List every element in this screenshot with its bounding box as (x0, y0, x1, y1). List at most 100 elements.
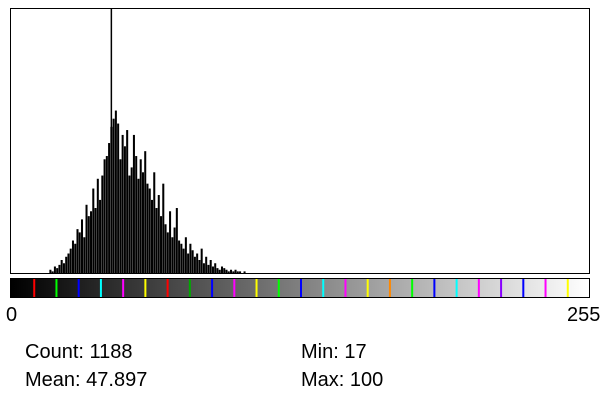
axis-max-label: 255 (567, 304, 601, 326)
histogram-bar (112, 118, 115, 273)
stat-mean: Mean: 47.897 (25, 369, 148, 391)
histogram-bar (162, 183, 165, 273)
histogram-bar (71, 240, 74, 273)
histogram-bar (128, 175, 131, 273)
lut-color-tick (33, 279, 36, 297)
histogram-bar (207, 264, 210, 273)
stat-min: Min: 17 (301, 341, 367, 363)
histogram-bar (87, 216, 90, 273)
histogram-bar (157, 195, 160, 273)
histogram-bar (141, 172, 144, 273)
histogram-bar (205, 256, 208, 273)
lut-color-tick (388, 279, 391, 297)
histogram-bar (209, 260, 212, 273)
lut-gradient-bar (10, 278, 590, 298)
histogram-bar (76, 229, 79, 273)
lut-color-tick (366, 279, 369, 297)
histogram-bar (74, 243, 77, 273)
histogram-bar (218, 269, 221, 273)
histogram-bar (196, 253, 199, 273)
histogram-bar (189, 243, 192, 273)
histogram-bar (220, 266, 224, 273)
histogram-bar (180, 243, 183, 273)
histogram-bar (230, 269, 233, 273)
lut-color-tick (344, 279, 347, 297)
lut-color-tick (55, 279, 58, 297)
histogram-bar (60, 260, 63, 273)
histogram-bar (103, 159, 106, 273)
lut-color-tick (300, 279, 302, 297)
histogram-bar (101, 175, 104, 273)
histogram-bar (49, 269, 52, 273)
histogram-bar (184, 237, 187, 273)
histogram-bar (200, 248, 203, 273)
histogram-bar (202, 263, 205, 273)
histogram-bar (108, 143, 111, 273)
lut-color-tick (77, 279, 80, 297)
histogram-bar (62, 263, 65, 273)
histogram-bar (83, 237, 86, 273)
lut-color-tick (477, 279, 480, 297)
histogram-bar (132, 134, 135, 273)
axis-min-label: 0 (6, 304, 18, 326)
lut-color-tick (544, 279, 547, 297)
lut-color-tick (99, 279, 102, 297)
histogram-bar (243, 271, 246, 273)
histogram-bar (144, 151, 147, 273)
histogram-bar (121, 134, 124, 273)
histogram-bar (236, 271, 239, 273)
histogram-bar (126, 130, 129, 273)
lut-color-tick (433, 279, 436, 297)
histogram-bar (99, 199, 102, 273)
lut-color-tick (211, 279, 214, 297)
lut-color-tick (455, 279, 458, 297)
lut-color-tick (144, 279, 147, 297)
histogram-bar (160, 216, 163, 273)
histogram-bar (193, 256, 196, 273)
lut-gradient (11, 279, 589, 297)
histogram-bar (216, 268, 219, 273)
lut-color-tick (188, 279, 191, 297)
histogram-bar (214, 263, 217, 273)
histogram-bar (78, 232, 81, 273)
histogram-bar (92, 188, 95, 273)
stat-max: Max: 100 (301, 369, 384, 391)
lut-color-tick (166, 279, 169, 297)
histogram-bar (223, 268, 226, 273)
histogram-bar (148, 188, 151, 273)
histogram-bar (96, 178, 99, 273)
lut-color-tick (322, 279, 325, 297)
histogram-bar (234, 269, 237, 273)
histogram-bar (191, 250, 194, 273)
histogram-bar (94, 208, 97, 273)
lut-color-tick (522, 279, 525, 297)
histogram-bar (69, 248, 72, 273)
histogram-bar (187, 253, 190, 273)
histogram-bar (67, 253, 70, 273)
histogram-bar (225, 269, 228, 273)
histogram-bar (155, 208, 158, 273)
lut-color-tick (411, 279, 414, 297)
lut-color-tick (122, 279, 125, 297)
histogram-bar (105, 156, 108, 273)
histogram-bar (153, 172, 156, 273)
histogram-bar (65, 256, 68, 273)
histogram-bar (80, 219, 84, 273)
histogram-bar (211, 266, 214, 273)
histogram-bar (173, 227, 176, 273)
histogram-bar (123, 146, 126, 273)
histogram-bar (146, 183, 149, 273)
histogram-bar (198, 260, 201, 273)
histogram-bar (227, 271, 230, 273)
histogram-bar (166, 232, 169, 273)
histogram-bar (171, 237, 174, 273)
histogram-bar (53, 266, 56, 273)
lut-color-tick (277, 279, 280, 297)
histogram-bar (130, 167, 133, 273)
lut-color-tick (233, 279, 236, 297)
histogram-bar (150, 199, 154, 273)
histogram-bar (175, 208, 178, 273)
lut-color-tick (500, 279, 503, 297)
histogram-bar (51, 271, 54, 273)
histogram-bar (182, 248, 185, 273)
